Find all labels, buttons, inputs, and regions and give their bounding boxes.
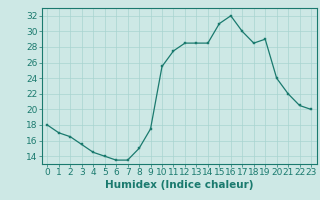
X-axis label: Humidex (Indice chaleur): Humidex (Indice chaleur) [105,180,253,190]
